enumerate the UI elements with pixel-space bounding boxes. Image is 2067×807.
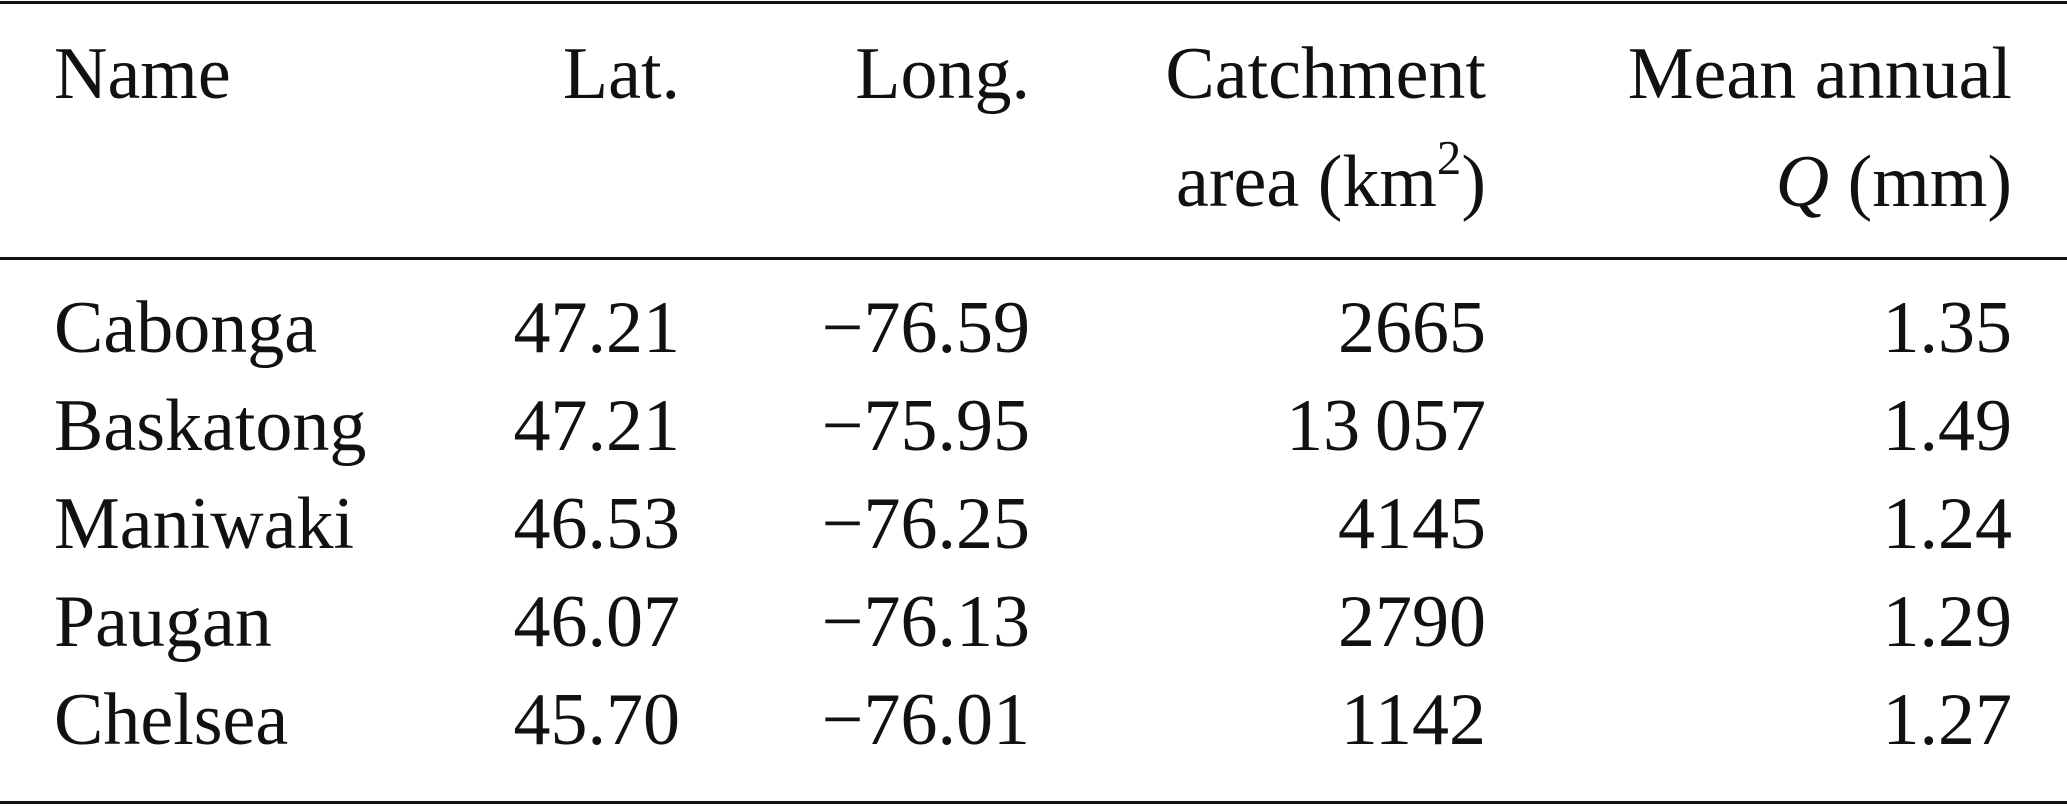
header-lat: Lat. [562,33,680,115]
table-cell-lat: 46.53 [513,483,681,565]
table-cell-q: 1.35 [1882,287,2013,369]
table-cell-lat: 47.21 [513,385,681,467]
header-long: Long. [855,33,1030,115]
header-name: Name [54,33,231,115]
header-area-line2: area (km2) [1176,134,1486,219]
table-cell-area: 2790 [1338,581,1486,663]
table-cell-long: −76.25 [821,483,1030,565]
table-top-rule [0,1,2067,4]
table-cell-long: −76.01 [821,679,1030,761]
table-cell-q: 1.49 [1882,385,2013,467]
table-cell-lat: 47.21 [513,287,681,369]
table-cell-area: 4145 [1338,483,1486,565]
table-cell-name: Chelsea [54,679,289,761]
table-cell-name: Paugan [54,581,272,663]
table-cell-q: 1.27 [1882,679,2013,761]
table-cell-area: 1142 [1340,679,1486,761]
header-q-line1: Mean annual [1627,33,2012,115]
table-cell-area: 2665 [1338,287,1486,369]
header-area-suffix: ) [1461,141,1486,223]
table-cell-name: Baskatong [54,385,367,467]
table-cell-q: 1.29 [1882,581,2013,663]
table-cell-long: −76.13 [821,581,1030,663]
header-q-unit: (mm) [1829,141,2012,223]
table-cell-area: 13 057 [1286,385,1486,467]
table-cell-q: 1.24 [1882,483,2013,565]
table-header-rule [0,257,2067,260]
table-cell-name: Cabonga [54,287,318,369]
header-q-line2: Q (mm) [1776,145,2012,219]
table-cell-long: −75.95 [821,385,1030,467]
table-cell-lat: 46.07 [513,581,681,663]
table-cell-long: −76.59 [821,287,1030,369]
header-q-symbol: Q [1775,141,1830,223]
header-area-line1: Catchment [1165,33,1486,115]
table-cell-lat: 45.70 [513,679,681,761]
header-area-superscript: 2 [1436,130,1462,186]
header-area-prefix: area (km [1176,141,1437,223]
table-bottom-rule [0,801,2067,804]
table-cell-name: Maniwaki [54,483,355,565]
